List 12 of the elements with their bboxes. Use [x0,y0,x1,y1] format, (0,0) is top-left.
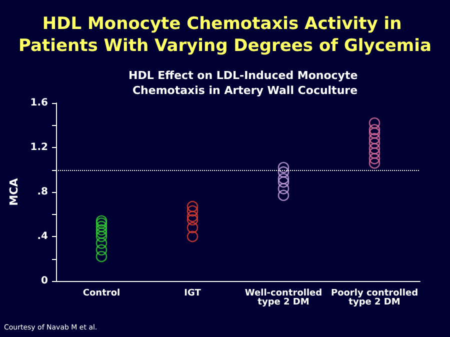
y-tick-label: .4 [37,231,48,242]
y-tick-label: .8 [37,186,48,198]
chart-subtitle: HDL Effect on LDL-Induced Monocyte Chemotaxis in Artery Wall Coculture [128,69,362,97]
x-tick-label: Poorly controlled type 2 DM [330,288,418,308]
y-axis-title: MCA [7,178,20,206]
y-tick-label: 1.6 [30,98,48,108]
chart-title: HDL Monocyte Chemotaxis Activity in Patients With Varying Degrees of Glycemia [18,14,432,56]
y-tick-label: 0 [41,276,48,286]
x-tick-label: IGT [184,288,202,298]
x-tick-label: Control [82,288,120,298]
x-tick-label: Well-controlled type 2 DM [244,288,322,308]
y-tick-label: 1.2 [30,142,48,153]
